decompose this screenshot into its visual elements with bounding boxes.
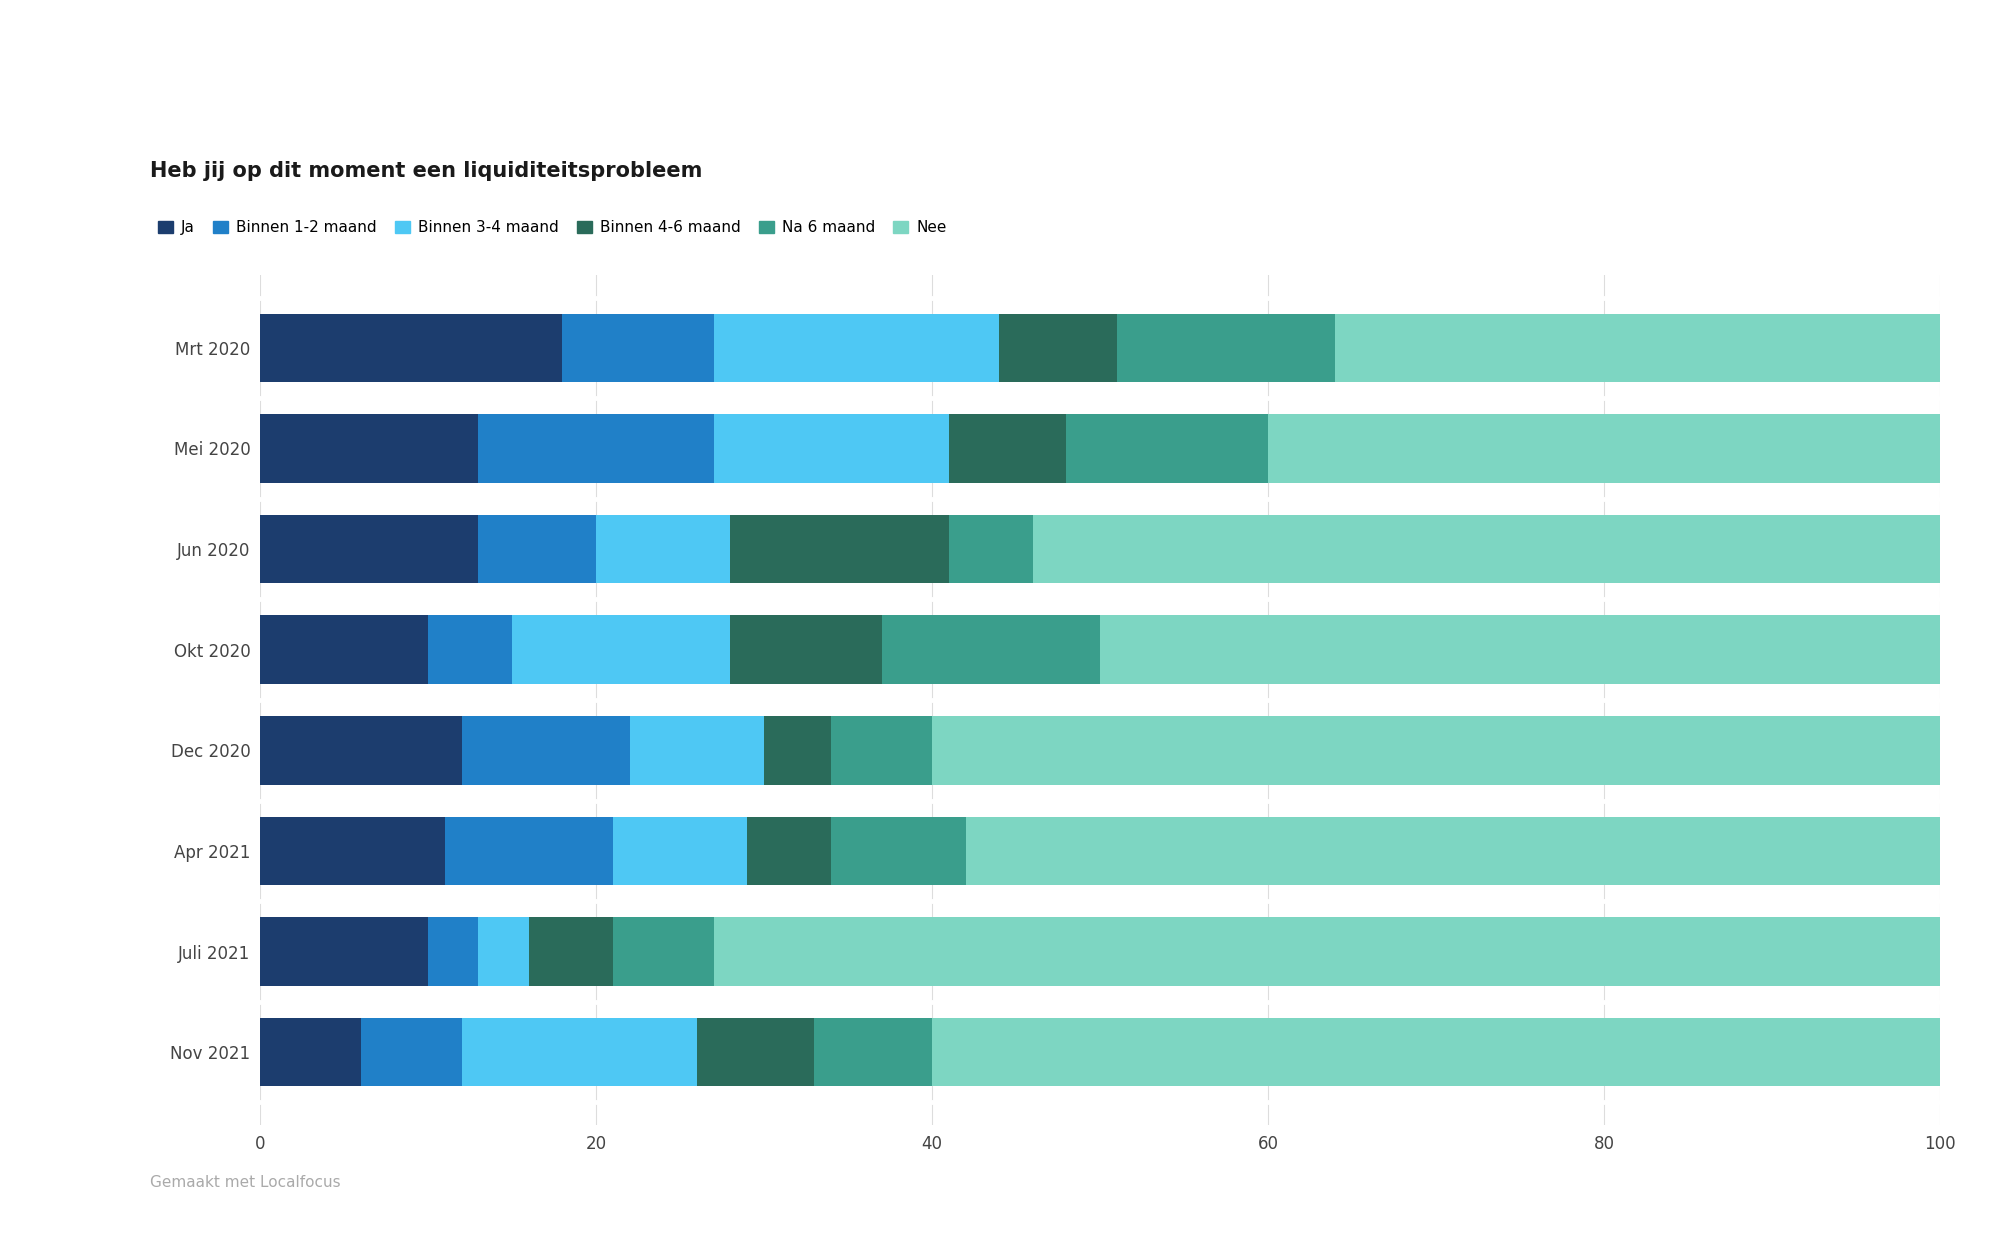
Bar bbox=[612, 918, 714, 986]
Bar bbox=[260, 414, 478, 482]
Text: Heb jij op dit moment een liquiditeitsprobleem: Heb jij op dit moment een liquiditeitspr… bbox=[150, 161, 702, 181]
Bar bbox=[1268, 414, 1940, 482]
Bar bbox=[612, 816, 748, 885]
Bar bbox=[932, 716, 1940, 785]
Bar bbox=[260, 515, 478, 584]
Bar bbox=[562, 314, 714, 382]
Bar bbox=[832, 816, 966, 885]
Bar bbox=[428, 615, 512, 684]
Bar bbox=[714, 314, 1000, 382]
Bar bbox=[630, 716, 764, 785]
Bar bbox=[714, 414, 948, 482]
Bar bbox=[714, 918, 1940, 986]
Bar bbox=[696, 1017, 814, 1086]
Bar bbox=[932, 1017, 1940, 1086]
Text: Gemaakt met Localfocus: Gemaakt met Localfocus bbox=[150, 1175, 340, 1190]
Bar bbox=[966, 816, 1940, 885]
Bar bbox=[428, 918, 478, 986]
Bar bbox=[1032, 515, 1940, 584]
Bar bbox=[1066, 414, 1268, 482]
Bar bbox=[260, 314, 562, 382]
Bar bbox=[730, 615, 882, 684]
Bar bbox=[528, 918, 612, 986]
Bar bbox=[764, 716, 832, 785]
Bar bbox=[814, 1017, 932, 1086]
Bar bbox=[444, 816, 612, 885]
Bar bbox=[730, 515, 948, 584]
Bar bbox=[948, 515, 1032, 584]
Bar bbox=[462, 716, 630, 785]
Bar bbox=[478, 515, 596, 584]
Bar bbox=[462, 1017, 696, 1086]
Bar bbox=[260, 816, 444, 885]
Bar bbox=[260, 1017, 360, 1086]
Bar bbox=[260, 716, 462, 785]
Bar bbox=[1116, 314, 1336, 382]
Bar bbox=[478, 918, 528, 986]
Bar bbox=[1336, 314, 1940, 382]
Bar bbox=[832, 716, 932, 785]
Bar bbox=[748, 816, 832, 885]
Bar bbox=[260, 918, 428, 986]
Bar bbox=[478, 414, 714, 482]
Bar bbox=[948, 414, 1066, 482]
Bar bbox=[1000, 314, 1116, 382]
Bar bbox=[360, 1017, 462, 1086]
Bar bbox=[1100, 615, 1940, 684]
Legend: Ja, Binnen 1-2 maand, Binnen 3-4 maand, Binnen 4-6 maand, Na 6 maand, Nee: Ja, Binnen 1-2 maand, Binnen 3-4 maand, … bbox=[158, 220, 946, 235]
Bar bbox=[882, 615, 1100, 684]
Bar bbox=[512, 615, 730, 684]
Bar bbox=[260, 615, 428, 684]
Bar bbox=[596, 515, 730, 584]
